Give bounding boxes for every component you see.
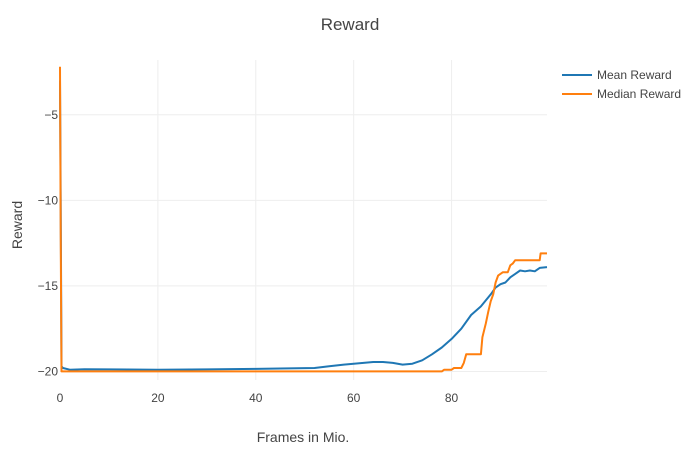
y-tick-label: −10: [38, 193, 59, 207]
y-tick-label: −5: [44, 108, 58, 122]
legend-label-median-reward: Median Reward: [597, 87, 681, 101]
legend[interactable]: Mean Reward Median Reward: [562, 68, 681, 101]
y-tick-label: −20: [38, 364, 59, 378]
x-tick-label: 80: [445, 391, 459, 405]
legend-label-mean-reward: Mean Reward: [597, 68, 672, 82]
x-tick-label: 40: [249, 391, 263, 405]
series-layer: [59, 66, 548, 373]
series-line-mean-reward: [59, 80, 548, 371]
y-axis-title: Reward: [9, 201, 25, 249]
legend-item-mean-reward[interactable]: Mean Reward: [562, 68, 672, 82]
x-tick-label: 20: [151, 391, 165, 405]
x-axis-title: Frames in Mio.: [257, 429, 350, 445]
tick-layer: 0 20 40 60 80 −5 −10 −15 −20: [38, 108, 459, 405]
grid-layer: [60, 60, 547, 380]
y-tick-label: −15: [38, 279, 59, 293]
series-line-median-reward: [59, 66, 547, 373]
chart-title: Reward: [321, 15, 380, 34]
x-tick-label: 60: [347, 391, 361, 405]
x-tick-label: 0: [57, 391, 64, 405]
legend-item-median-reward[interactable]: Median Reward: [562, 87, 681, 101]
